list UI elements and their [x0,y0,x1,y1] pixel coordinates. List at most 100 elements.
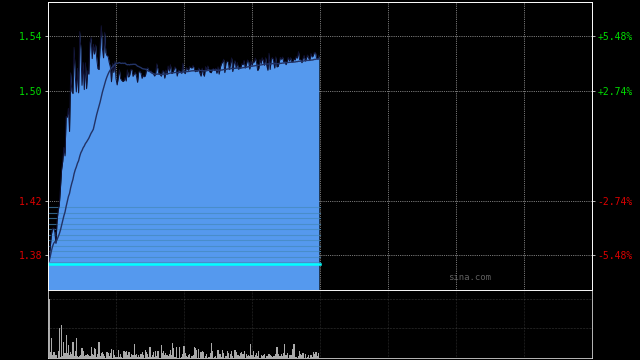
Bar [241,352,243,358]
Bar [309,357,310,358]
Bar [118,350,119,358]
Bar [219,354,220,358]
Bar [103,354,104,358]
Bar [70,352,71,358]
Bar [222,350,223,358]
Bar [128,352,129,358]
Bar [284,344,285,358]
Bar [220,354,221,358]
Bar [307,357,308,358]
Bar [109,356,110,358]
Bar [116,357,118,358]
Bar [125,351,127,358]
Bar [211,343,212,358]
Bar [68,345,69,358]
Bar [200,352,202,358]
Bar [195,348,196,358]
Bar [239,356,240,358]
Bar [182,354,184,358]
Bar [258,351,259,358]
Bar [225,356,227,358]
Bar [232,356,234,358]
Bar [121,357,122,358]
Bar [156,356,157,358]
Bar [243,351,244,358]
Bar [214,357,215,358]
Bar [100,353,102,358]
Bar [52,355,53,358]
Bar [67,353,68,358]
Bar [59,328,60,358]
Bar [47,357,49,358]
Bar [197,357,198,358]
Bar [153,351,154,358]
Bar [310,355,312,358]
Text: sina.com: sina.com [448,273,491,282]
Bar [92,354,93,358]
Bar [94,348,95,358]
Bar [300,354,301,358]
Bar [157,351,159,358]
Bar [230,354,231,358]
Bar [287,353,288,358]
Bar [96,357,97,358]
Bar [169,354,170,358]
Bar [227,351,228,358]
Bar [292,349,293,358]
Bar [186,356,187,358]
Bar [84,356,85,358]
Bar [257,356,258,358]
Bar [138,355,140,358]
Bar [106,352,108,358]
Bar [79,356,80,358]
Bar [256,353,257,358]
Bar [136,354,137,358]
Bar [129,351,130,358]
Bar [231,351,232,358]
Bar [223,354,224,358]
Bar [317,356,318,358]
Bar [119,357,120,358]
Bar [248,355,249,358]
Bar [102,351,103,358]
Bar [155,351,156,358]
Bar [237,355,238,358]
Bar [194,347,195,358]
Bar [50,352,51,358]
Bar [305,354,306,358]
Bar [141,352,143,358]
Bar [51,338,52,358]
Bar [71,354,72,358]
Bar [240,353,241,358]
Bar [281,354,282,358]
Bar [140,354,141,358]
Bar [312,352,314,358]
Bar [280,356,281,358]
Bar [184,353,186,358]
Bar [264,354,265,358]
Bar [179,347,180,358]
Bar [218,350,219,358]
Bar [150,357,152,358]
Bar [111,349,112,358]
Bar [209,354,211,358]
Bar [175,347,177,358]
Bar [298,356,299,358]
Bar [72,342,74,358]
Bar [296,357,297,358]
Bar [88,355,90,358]
Bar [75,351,76,358]
Bar [86,355,87,358]
Bar [49,298,50,358]
Bar [216,357,218,358]
Bar [181,357,182,358]
Bar [246,354,247,358]
Bar [282,356,283,358]
Bar [162,353,163,358]
Bar [289,355,290,358]
Bar [171,355,172,358]
Bar [205,356,206,358]
Bar [61,325,62,358]
Bar [250,345,252,358]
Bar [60,357,61,358]
